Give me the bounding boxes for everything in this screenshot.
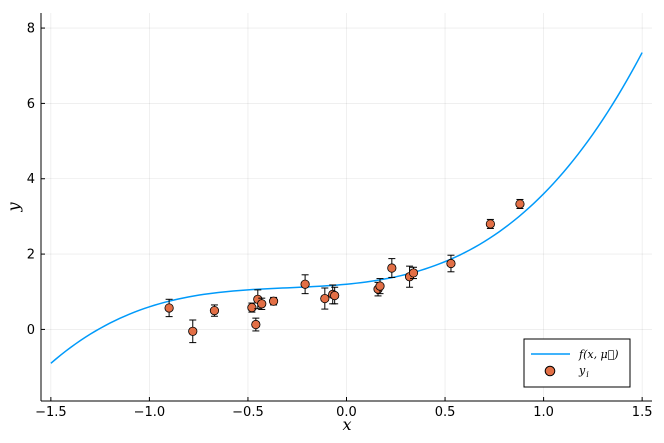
fit-curve-line [50, 52, 643, 364]
x-tick-label: −0.5 [232, 405, 264, 420]
data-point-group [387, 258, 397, 278]
data-point-group [188, 319, 198, 344]
data-point [251, 319, 261, 330]
x-tick-label: 1.0 [533, 405, 554, 420]
data-point-group [251, 317, 261, 332]
y-axis-label: y [4, 202, 23, 213]
y-tick-label: 4 [27, 172, 35, 187]
series-line-group [50, 52, 643, 364]
x-tick-label: −1.5 [35, 405, 67, 420]
x-tick-label: 1.5 [632, 405, 653, 420]
data-point-group [257, 297, 267, 310]
x-tick-label: −1.0 [134, 405, 166, 420]
data-point [188, 326, 198, 336]
data-point-group [164, 298, 174, 318]
y-tick-label: 2 [27, 248, 35, 263]
data-point [485, 219, 495, 229]
data-point-group [268, 296, 279, 306]
x-tick-label: 0.5 [435, 405, 456, 420]
data-point [330, 290, 340, 301]
y-tick-label: 8 [27, 22, 35, 37]
data-point [257, 299, 267, 309]
data-point-group [485, 218, 495, 229]
legend-point-swatch [544, 365, 556, 377]
series-points-group [164, 198, 525, 344]
legend-point-label: yi [578, 364, 589, 379]
legend-point-label-subscript: i [586, 370, 589, 379]
data-point [164, 303, 174, 313]
y-tick-label: 0 [27, 323, 35, 338]
data-point [446, 258, 456, 269]
data-point [247, 302, 257, 313]
data-point-group [247, 302, 257, 313]
legend-point-label-main: y [578, 364, 586, 377]
x-axis-label: x [342, 415, 351, 434]
data-point [375, 281, 385, 291]
x-tick-label: 0.0 [336, 405, 357, 420]
data-point-group [209, 304, 220, 317]
data-point [515, 199, 525, 209]
x-axis-ticks: −1.5 −1.0 −0.5 0.0 0.5 1.0 1.5 [35, 397, 652, 420]
data-point-group [375, 278, 385, 295]
legend-line-label: f(x, μ⃗) [578, 348, 619, 361]
data-point-group [515, 198, 525, 210]
legend-box [523, 338, 631, 388]
data-point-group [408, 266, 419, 280]
data-point [387, 263, 397, 273]
y-axis-ticks: 0 2 4 6 8 [27, 22, 45, 338]
y-tick-label: 6 [27, 97, 35, 112]
data-point-group [300, 274, 310, 295]
data-point [320, 293, 330, 304]
data-point-group [330, 286, 340, 305]
data-point [268, 296, 279, 306]
data-point [408, 268, 419, 278]
data-point [300, 279, 310, 289]
legend: f(x, μ⃗) yi [523, 338, 631, 388]
data-point [209, 305, 220, 316]
data-point-group [446, 254, 456, 273]
data-point-group [320, 287, 330, 310]
grid-lines [41, 13, 652, 401]
